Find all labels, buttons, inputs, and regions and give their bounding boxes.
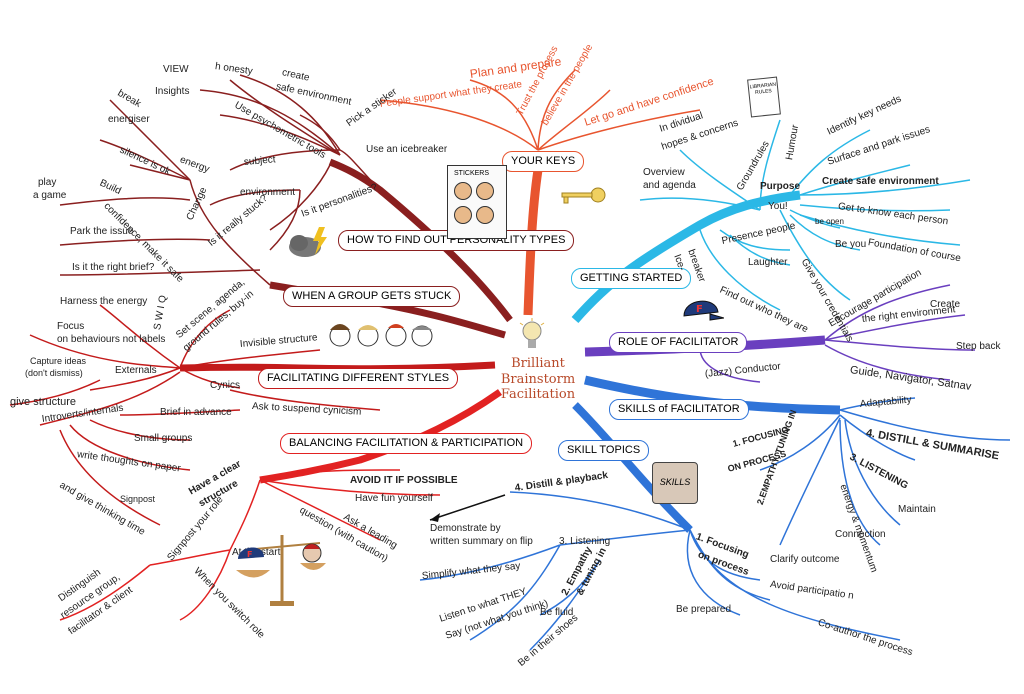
pers-view: VIEW [163,64,189,75]
topic-fluid: Be fluid [540,607,574,618]
gs-laughter: Laughter [748,257,788,268]
branch-skills[interactable]: SKILLS of FACILITATOR [609,399,749,421]
branch-your-keys[interactable]: YOUR KEYS [502,151,585,173]
branch-skill-topics-line [572,402,693,533]
styles-signpost: Signpost [120,494,156,504]
skill-maintain: Maintain [898,504,936,515]
branch-skill-topics[interactable]: SKILL TOPICS [558,440,650,462]
stuck-park: Park the issue [70,226,134,237]
topic-written: written summary on flip [430,536,533,547]
gs-purpose: Purpose [760,181,801,192]
branch-styles[interactable]: FACILITATING DIFFERENT STYLES [258,368,459,390]
pers-insights: Insights [155,86,190,97]
pers-icebreaker: Use an icebreaker [366,144,448,155]
gs-you: You! [768,201,788,212]
styles-givestructure: give structure [10,396,77,408]
gs-beyou: Be you [835,239,867,250]
styles-capture2: (don't dismiss) [25,368,83,378]
topic-demo: Demonstrate by [430,523,501,534]
topic-listening: 3. Listening [559,536,611,547]
center-line-1: Brilliant [511,356,565,371]
lightbulb-icon [519,318,545,348]
styles-harness: Harness the energy [60,296,148,307]
branch-getting-started-line [571,190,801,323]
people-faces-icon [329,324,433,347]
scales-icon: F [236,535,326,606]
branch-role[interactable]: ROLE OF FACILITATOR [609,332,748,354]
styles-focus2: on behaviours not labels [57,334,166,345]
center-line-2: Brainstorm [500,371,576,387]
styles-externals: Externals [115,365,157,376]
styles-small: Small groups [134,433,193,444]
gs-safe: Create safe environment [822,176,939,187]
paper-icon: LIBRARIAN RULES [747,76,781,118]
role-stepback: Step back [956,341,1001,352]
key-icon [561,187,606,204]
bal-avoid: AVOID IT IF POSSIBLE [350,475,458,486]
skill-connection: Connection [835,529,886,540]
stickers-label: STICKERS [454,170,490,177]
stuck-environment: environment [240,187,296,198]
gs-beopen: be open [815,217,844,226]
stuck-brief: Is it the right brief? [72,262,155,273]
branch-balancing[interactable]: BALANCING FACILITATION & PARTICIPATION [280,433,533,455]
paper-label: LIBRARIAN RULES [749,81,777,96]
center-line-3: Facilitation [500,387,576,403]
branch-stuck[interactable]: WHEN A GROUP GETS STUCK [283,286,461,308]
central-topic: Brilliant Brainstorm Facilitation [490,356,586,403]
bal-fun: Have fun yourself [355,493,433,504]
svg-text:F: F [247,550,252,559]
styles-briefadv: Brief in advance [160,407,232,418]
briefcase-icon: SKILLS [652,462,698,504]
styles-focus1: Focus [57,321,85,332]
gs-overview: Overview [643,167,685,178]
cap-icon: F [683,300,724,321]
gs-agenda: and agenda [643,180,696,191]
branch-personality-line [328,158,513,323]
stuck-agame: a game [33,190,67,201]
stuck-energiser: energiser [108,114,150,125]
briefcase-label: SKILLS [659,477,691,487]
topic-clarify: Clarify outcome [770,554,840,565]
svg-text:F: F [696,304,703,315]
storm-cloud-icon [289,227,327,257]
styles-cynics: Cynics [210,380,241,391]
stickers-icon: STICKERS [447,165,507,239]
styles-capture1: Capture ideas [30,356,87,366]
stuck-play: play [38,177,57,188]
role-create: Create [930,299,961,310]
topic-prepared: Be prepared [676,604,732,615]
branch-getting-started[interactable]: GETTING STARTED [571,268,692,290]
